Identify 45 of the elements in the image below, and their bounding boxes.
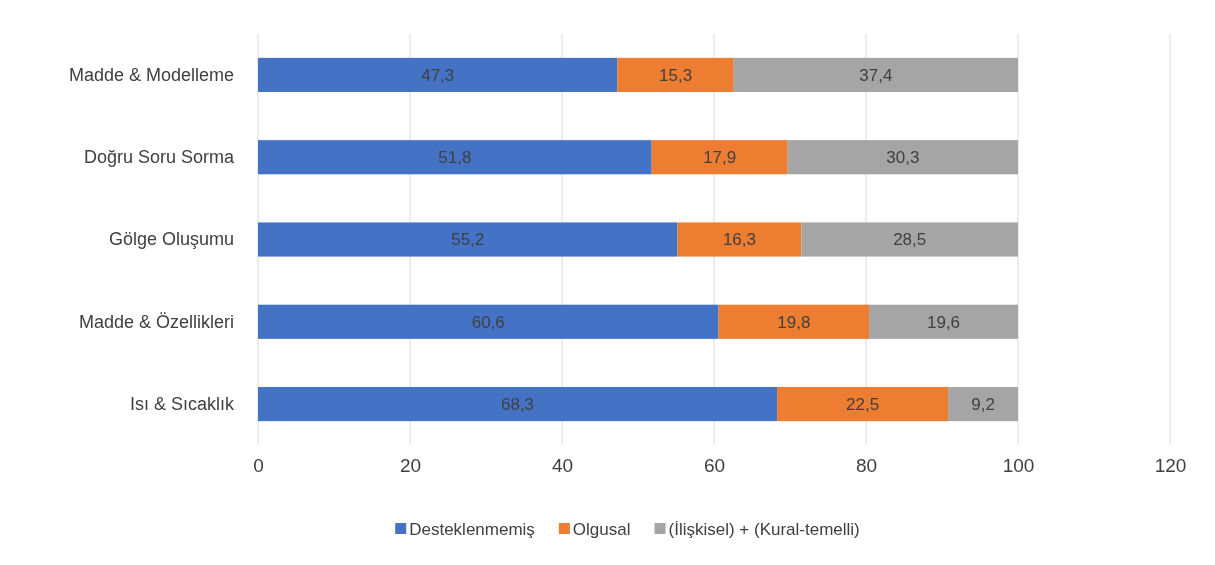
data-label: 51,8 [438, 148, 472, 168]
legend-label: Olgusal [572, 519, 631, 539]
bar [677, 222, 802, 257]
legend-label: Desteklenmemiş [409, 519, 535, 539]
x-tick-label: 0 [253, 455, 264, 477]
bar [651, 140, 788, 175]
bar [733, 57, 1018, 93]
bar [801, 222, 1018, 257]
bar [777, 386, 949, 422]
data-label: 28,5 [893, 230, 927, 250]
data-label: 37,4 [859, 65, 893, 85]
legend-label: (İlişkisel) + (Kural-temelli) [668, 519, 860, 539]
x-tick-label: 80 [855, 455, 878, 477]
data-label: 19,8 [777, 312, 811, 332]
x-tick-label: 60 [703, 455, 726, 477]
data-label: 15,3 [659, 65, 693, 85]
y-tick-label: Isı & Sıcaklık [129, 393, 235, 414]
x-tick-label: 120 [1154, 455, 1187, 477]
x-tick-label: 40 [551, 455, 574, 477]
bar [617, 57, 734, 93]
bar [258, 57, 618, 93]
bar [869, 304, 1018, 339]
data-label: 30,3 [886, 148, 920, 168]
data-label: 47,3 [421, 65, 455, 85]
bar [258, 386, 778, 422]
data-label: 68,3 [500, 395, 535, 415]
bar [718, 304, 870, 339]
bar [787, 140, 1018, 175]
data-label: 55,2 [451, 230, 485, 250]
x-tick-label: 100 [1002, 455, 1035, 477]
y-tick-label: Madde & Modelleme [68, 64, 234, 85]
x-tick-label: 20 [399, 455, 422, 477]
data-label: 60,6 [471, 312, 505, 332]
data-label: 17,9 [703, 148, 737, 168]
y-tick-label: Madde & Özellikleri [78, 311, 234, 332]
bar [948, 386, 1018, 422]
data-label: 16,3 [722, 230, 757, 250]
y-tick-label: Gölge Oluşumu [108, 229, 234, 250]
bar [258, 222, 678, 257]
data-label: 9,2 [971, 395, 995, 415]
y-tick-label: Doğru Soru Sorma [83, 146, 235, 167]
bar [258, 140, 652, 175]
data-label: 22,5 [846, 395, 880, 415]
bar [258, 304, 719, 339]
data-label: 19,6 [926, 312, 961, 332]
